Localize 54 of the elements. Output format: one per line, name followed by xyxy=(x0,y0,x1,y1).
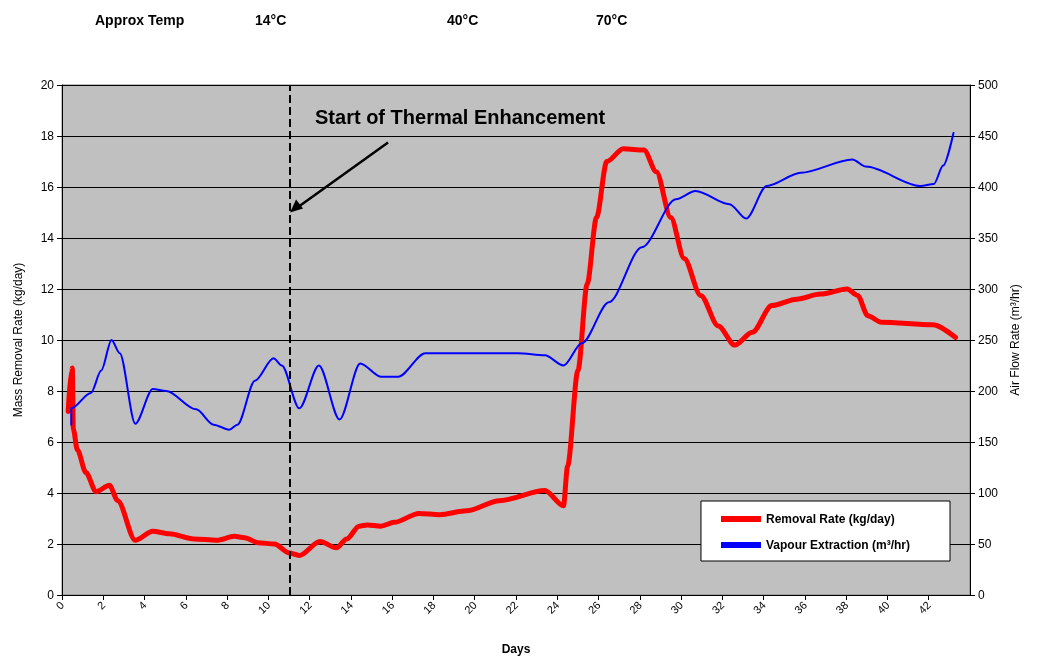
x-tick-label: 42 xyxy=(915,598,933,616)
y-tick-label: 2 xyxy=(47,537,55,551)
y2-tick-label: 150 xyxy=(978,435,999,449)
y2-tick-label: 500 xyxy=(978,78,999,92)
y-tick-label: 16 xyxy=(40,180,55,194)
y-tick-label: 20 xyxy=(40,78,55,92)
y2-tick-label: 50 xyxy=(978,537,992,551)
y-tick-label: 18 xyxy=(40,129,55,143)
x-tick-label: 26 xyxy=(585,598,603,616)
x-tick-label: 8 xyxy=(218,598,232,612)
x-tick-label: 34 xyxy=(750,598,768,616)
x-tick-label: 10 xyxy=(255,598,273,616)
y-tick-label: 0 xyxy=(47,588,55,602)
y2-tick-label: 250 xyxy=(978,333,999,347)
x-tick-label: 4 xyxy=(135,598,149,612)
x-tick-label: 38 xyxy=(833,598,851,616)
y-tick-label: 6 xyxy=(47,435,55,449)
text: 70°C xyxy=(596,12,628,28)
y2-axis-title: Air Flow Rate (m³/hr) xyxy=(1007,284,1022,396)
y-tick-label: 8 xyxy=(47,384,55,398)
y2-tick-label: 200 xyxy=(978,384,999,398)
y-tick-label: 4 xyxy=(47,486,55,500)
y-tick-label: 10 xyxy=(40,333,55,347)
x-tick-label: 16 xyxy=(379,598,397,616)
x-tick-label: 12 xyxy=(296,598,314,616)
legend-label: Vapour Extraction (m³/hr) xyxy=(765,538,911,552)
line-series xyxy=(70,131,955,431)
x-tick-label: 20 xyxy=(461,598,479,616)
legend-label: Removal Rate (kg/day) xyxy=(765,512,895,526)
y-tick-label: 12 xyxy=(40,282,55,296)
x-tick-label: 30 xyxy=(668,598,686,616)
x-axis-title: Days xyxy=(501,642,531,656)
x-tick-label: 24 xyxy=(544,598,562,616)
y2-tick-label: 450 xyxy=(978,129,999,143)
annotation: Start of Thermal Enhancement xyxy=(315,105,606,128)
x-tick-label: 18 xyxy=(420,598,438,616)
text: 14°C xyxy=(255,12,287,28)
y2-tick-label: 0 xyxy=(978,588,985,602)
y-tick-label: 14 xyxy=(40,231,55,245)
y2-tick-label: 100 xyxy=(978,486,999,500)
text: 40°C xyxy=(447,12,479,28)
y-axis-title: Mass Removal Rate (kg/day) xyxy=(11,262,25,418)
x-tick-label: 28 xyxy=(626,598,645,616)
x-tick-label: 40 xyxy=(874,598,892,616)
y2-tick-label: 350 xyxy=(978,231,999,245)
x-tick-label: 32 xyxy=(709,598,727,616)
x-tick-label: 22 xyxy=(503,598,521,616)
x-tick-label: 14 xyxy=(338,598,356,616)
x-tick-label: 36 xyxy=(792,598,810,616)
text: Approx Temp xyxy=(95,12,185,28)
y2-tick-label: 400 xyxy=(978,180,999,194)
x-tick-label: 2 xyxy=(94,598,108,612)
x-tick-label: 6 xyxy=(177,598,191,612)
y2-tick-label: 300 xyxy=(978,282,999,296)
